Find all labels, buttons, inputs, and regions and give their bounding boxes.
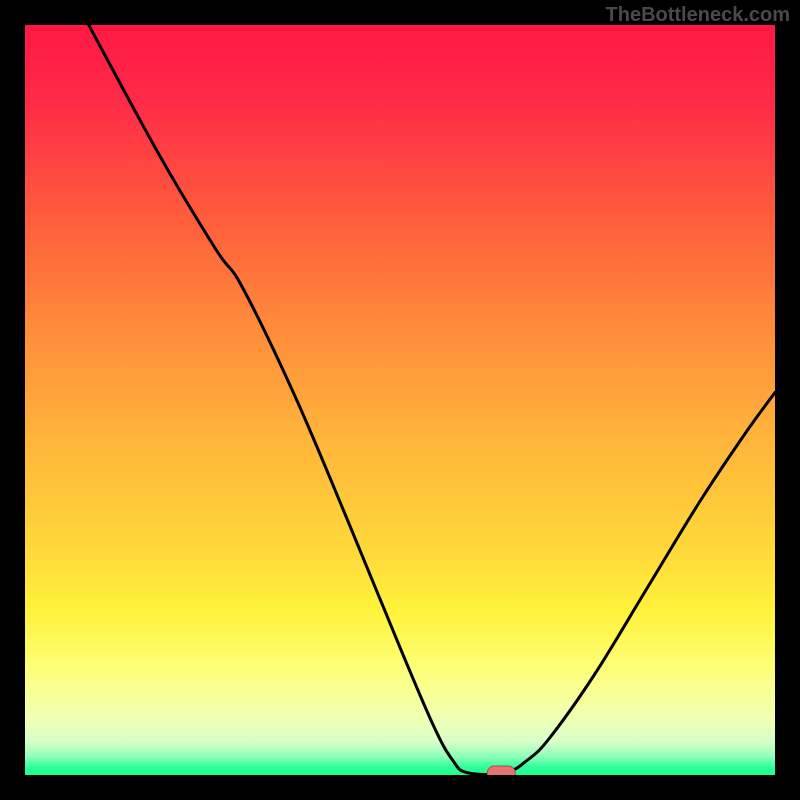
optimal-point-marker — [487, 765, 516, 775]
bottleneck-curve — [25, 25, 775, 775]
watermark-text: TheBottleneck.com — [606, 4, 790, 27]
plot-area — [25, 25, 775, 775]
